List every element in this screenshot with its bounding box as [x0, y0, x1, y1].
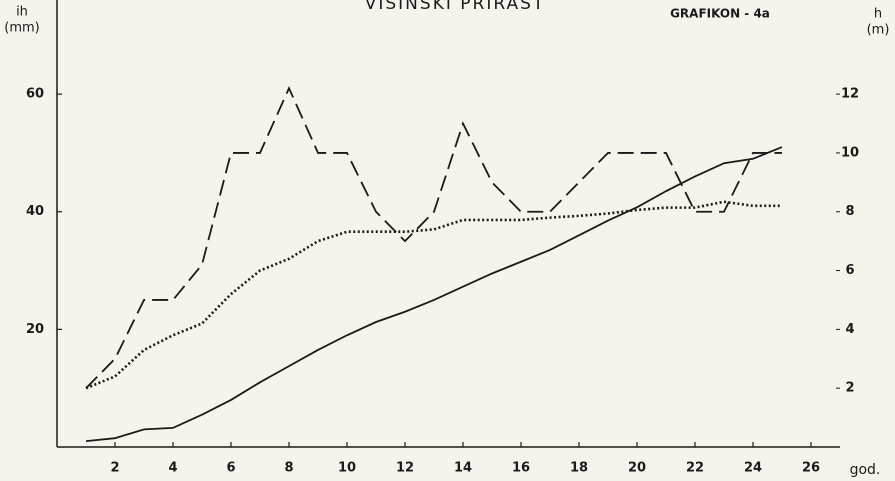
annotation: GRAFIKON - 4a [670, 7, 770, 21]
x-tick-label: 20 [628, 461, 646, 476]
y2-tick-label: 4 [845, 322, 854, 337]
y2-tick-label: 6 [845, 263, 854, 278]
series-line [85, 86, 782, 389]
x-tick-label: 14 [454, 461, 472, 476]
x-tick-label: 4 [168, 461, 177, 476]
y2-tick-label: 10 [841, 145, 859, 160]
x-tick-label: 16 [512, 461, 530, 476]
x-tick-label: 26 [802, 461, 820, 476]
y2-tick-label: 8 [845, 204, 854, 219]
y-axis-label: ih [16, 5, 28, 20]
y-tick-label: 60 [26, 87, 44, 102]
x-tick-label: 12 [396, 461, 414, 476]
y-axis-label: (mm) [4, 21, 39, 36]
x-tick-label: 22 [686, 461, 704, 476]
y2-axis-label: (m) [867, 23, 890, 38]
x-tick-label: 6 [226, 461, 235, 476]
x-tick-label: 24 [744, 461, 762, 476]
y-tick-label: 40 [26, 204, 44, 219]
y2-tick-label: 2 [845, 381, 854, 396]
y2-tick-label: 12 [841, 87, 859, 102]
x-tick-label: 10 [338, 461, 356, 476]
x-axis-label: god. [850, 462, 881, 478]
chart-title: VISINSKI PRIRAST [365, 0, 546, 14]
y-tick-label: 20 [26, 322, 44, 337]
x-tick-label: 18 [570, 461, 588, 476]
x-tick-label: 2 [110, 461, 119, 476]
series-line [85, 146, 783, 443]
x-tick-label: 8 [284, 461, 293, 476]
y2-axis-label: h [874, 7, 882, 22]
